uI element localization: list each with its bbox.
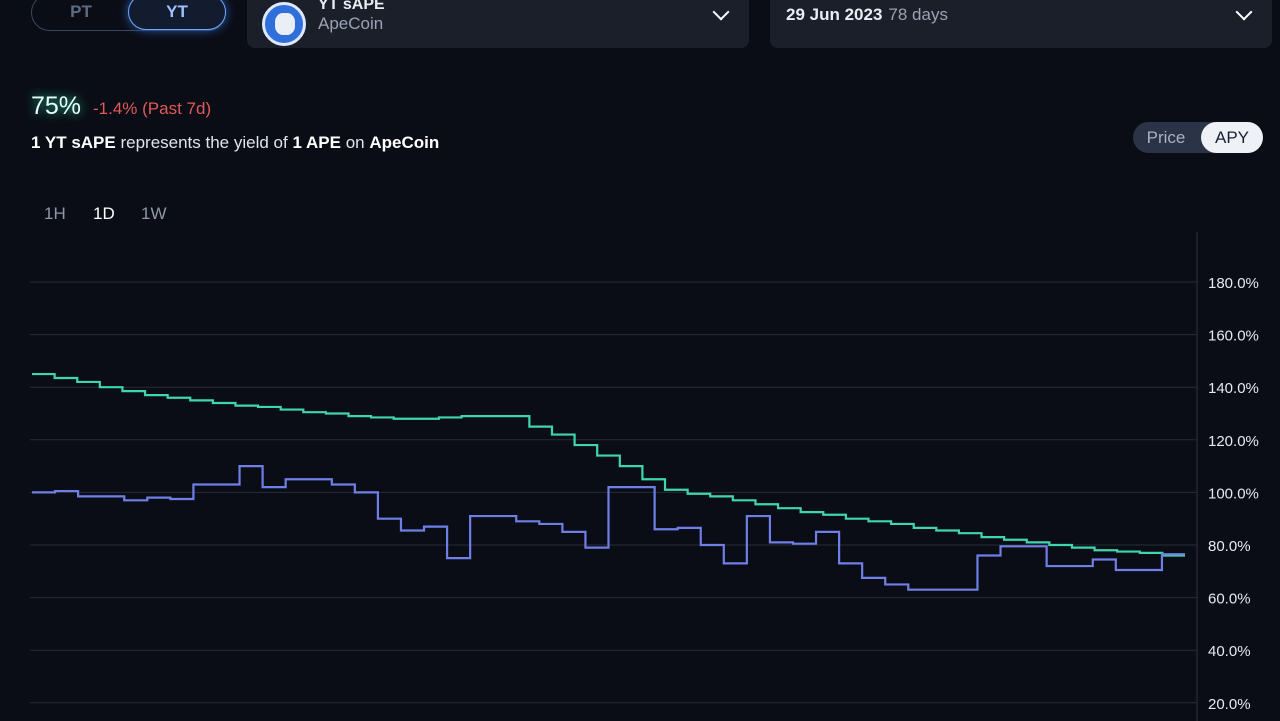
maturity-days: 78 days bbox=[888, 5, 948, 24]
y-tick-label: 140.0% bbox=[1208, 380, 1259, 397]
pt-yt-toggle[interactable]: PT YT bbox=[31, 0, 226, 31]
desc-underlying: 1 APE bbox=[292, 133, 341, 152]
series-line-0 bbox=[32, 372, 1185, 557]
market-dropdown[interactable]: YT sAPE ApeCoin bbox=[247, 0, 749, 48]
price-apy-toggle[interactable]: Price APY bbox=[1133, 122, 1263, 153]
timeframe-1w[interactable]: 1W bbox=[141, 204, 167, 223]
current-apy: 75% bbox=[31, 92, 82, 120]
market-name: YT sAPE bbox=[318, 0, 385, 13]
y-tick-label: 100.0% bbox=[1208, 485, 1259, 502]
yield-description: 1 YT sAPE represents the yield of 1 APE … bbox=[31, 133, 439, 153]
y-tick-label: 80.0% bbox=[1208, 538, 1251, 555]
desc-token: 1 YT sAPE bbox=[31, 133, 116, 152]
maturity-dropdown[interactable]: 29 Jun 2023 78 days bbox=[770, 0, 1272, 48]
yt-option[interactable]: YT bbox=[128, 0, 226, 30]
timeframe-1h[interactable]: 1H bbox=[44, 204, 66, 223]
desc-text: represents the yield of bbox=[115, 133, 293, 152]
y-tick-label: 20.0% bbox=[1208, 696, 1251, 713]
series-line-1 bbox=[32, 465, 1185, 591]
pt-option[interactable]: PT bbox=[70, 2, 92, 21]
y-tick-label: 120.0% bbox=[1208, 433, 1259, 450]
desc-protocol: ApeCoin bbox=[369, 133, 440, 152]
desc-text: on bbox=[340, 133, 370, 152]
y-tick-label: 160.0% bbox=[1208, 328, 1259, 345]
apy-change: -1.4% (Past 7d) bbox=[93, 99, 212, 118]
apy-option[interactable]: APY bbox=[1201, 122, 1263, 153]
market-subtitle: ApeCoin bbox=[318, 14, 384, 33]
y-tick-label: 60.0% bbox=[1208, 591, 1251, 608]
maturity-date: 29 Jun 2023 bbox=[786, 5, 883, 24]
price-option[interactable]: Price bbox=[1146, 127, 1186, 147]
y-tick-label: 40.0% bbox=[1208, 643, 1251, 660]
timeframe-1d[interactable]: 1D bbox=[93, 204, 115, 223]
y-tick-label: 180.0% bbox=[1208, 275, 1259, 292]
apecoin-logo-icon bbox=[262, 2, 306, 46]
